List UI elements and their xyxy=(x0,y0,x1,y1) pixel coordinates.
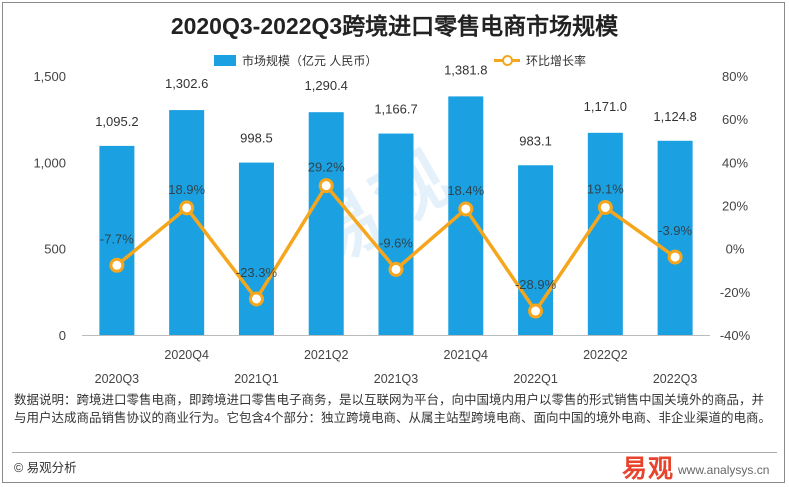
growth-value-label: -23.3% xyxy=(236,265,278,280)
y-right-tick-label: 60% xyxy=(722,112,748,127)
bar-value-label: 1,124.8 xyxy=(653,109,696,124)
legend-bar-label: 市场规模（亿元 人民币） xyxy=(242,54,378,68)
bar-value-label: 1,381.8 xyxy=(444,62,487,77)
x-tick-label: 2022Q1 xyxy=(513,372,558,386)
bar-2022Q2 xyxy=(587,132,623,335)
growth-value-label: -3.9% xyxy=(658,223,692,238)
x-tick-label: 2021Q3 xyxy=(374,372,419,386)
bar-value-label: 1,290.4 xyxy=(305,78,348,93)
x-tick-label: 2021Q2 xyxy=(304,348,349,362)
growth-point-2021Q2 xyxy=(318,178,334,194)
growth-point-2021Q4 xyxy=(458,201,474,217)
legend-item-line: 环比增长率 xyxy=(494,52,586,69)
source-label: © 易观分析 xyxy=(14,461,77,475)
x-tick-label: 2022Q3 xyxy=(653,372,698,386)
bar-value-label: 1,095.2 xyxy=(95,114,138,129)
growth-value-label: -9.6% xyxy=(379,235,413,250)
growth-value-label: -28.9% xyxy=(515,277,557,292)
x-tick-label: 2020Q4 xyxy=(164,348,209,362)
growth-point-2021Q3 xyxy=(388,261,404,277)
brand-logo: 易观 www.analysys.cn xyxy=(622,449,769,485)
y-left-tick-label: 500 xyxy=(44,242,66,257)
growth-point-2022Q1 xyxy=(528,303,544,319)
growth-value-label: 29.2% xyxy=(308,160,345,175)
footer-divider xyxy=(12,452,777,453)
bar-2020Q3 xyxy=(99,145,135,335)
y-left-tick-label: 0 xyxy=(59,328,66,343)
bar-2021Q3 xyxy=(378,133,414,335)
y-left-tick-label: 1,000 xyxy=(33,155,66,170)
y-right-tick-label: 40% xyxy=(722,155,748,170)
x-tick-label: 2022Q2 xyxy=(583,348,628,362)
y-right-tick-label: 80% xyxy=(722,69,748,84)
bar-value-label: 1,171.0 xyxy=(584,99,627,114)
growth-value-label: 18.9% xyxy=(168,182,205,197)
brand-url: www.analysys.cn xyxy=(678,463,770,477)
growth-point-2020Q3 xyxy=(109,257,125,273)
growth-value-label: -7.7% xyxy=(100,231,134,246)
y-right-tick-label: 20% xyxy=(722,199,748,214)
legend-line-label: 环比增长率 xyxy=(526,54,587,68)
brand-logo-text: 易观 xyxy=(622,455,675,483)
bar-value-label: 1,166.7 xyxy=(374,102,417,117)
bar-2021Q1 xyxy=(238,162,274,335)
growth-point-2022Q2 xyxy=(597,199,613,215)
y-right-tick-label: -40% xyxy=(720,328,751,343)
bar-2021Q2 xyxy=(308,112,344,335)
growth-point-2021Q1 xyxy=(248,291,264,307)
y-left-tick-label: 1,500 xyxy=(33,69,66,84)
growth-point-2022Q3 xyxy=(667,249,683,265)
y-right-tick-label: -20% xyxy=(720,285,751,300)
bar-value-label: 998.5 xyxy=(240,131,273,146)
chart-title: 2020Q3-2022Q3跨境进口零售电商市场规模 xyxy=(170,13,619,39)
legend-item-bar: 市场规模（亿元 人民币） xyxy=(214,52,377,69)
bar-value-label: 1,302.6 xyxy=(165,76,208,91)
growth-value-label: 18.4% xyxy=(447,183,484,198)
x-tick-label: 2021Q4 xyxy=(444,348,489,362)
data-note: 数据说明：跨境进口零售电商，即跨境进口零售电子商务，是以互联网为平台，向中国境内… xyxy=(14,393,771,425)
legend-bar-swatch xyxy=(214,55,236,66)
growth-value-label: 19.1% xyxy=(587,181,624,196)
bar-value-label: 983.1 xyxy=(519,133,552,148)
y-right-tick-label: 0% xyxy=(726,242,745,257)
x-tick-label: 2020Q3 xyxy=(95,372,140,386)
bar-2022Q3 xyxy=(657,140,693,335)
legend-line-swatch xyxy=(494,55,520,66)
x-tick-label: 2021Q1 xyxy=(234,372,279,386)
growth-point-2020Q4 xyxy=(179,200,195,216)
